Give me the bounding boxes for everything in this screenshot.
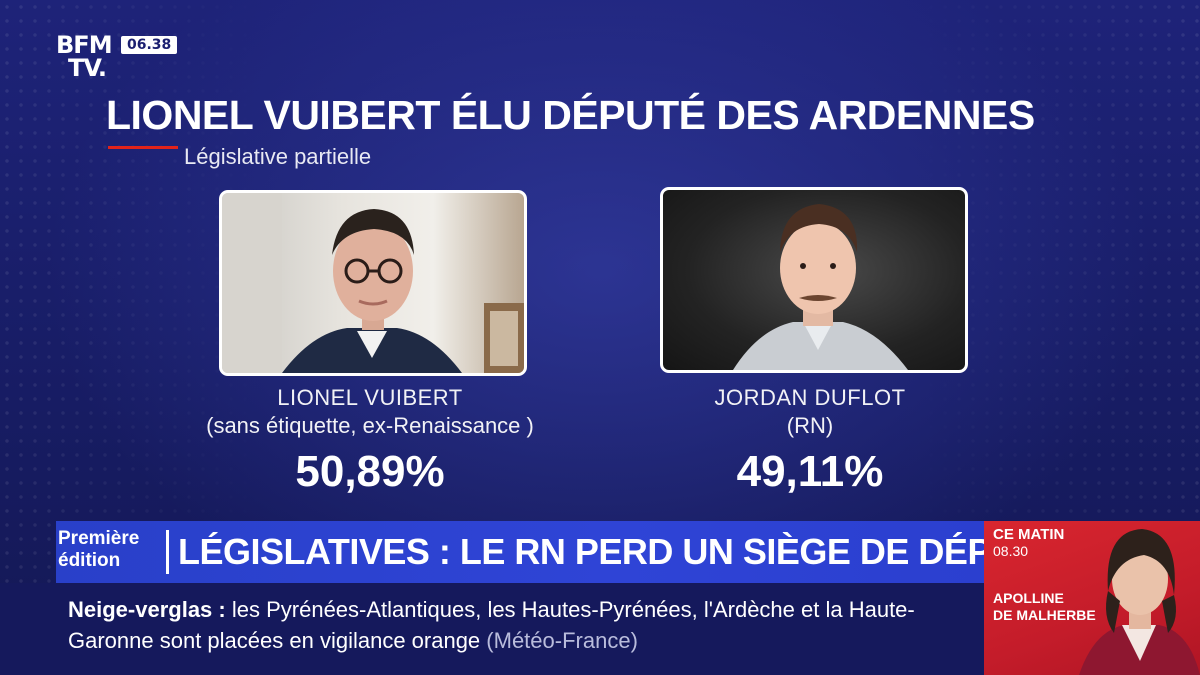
accent-line <box>108 146 178 149</box>
ticker-source: (Météo-France) <box>486 628 638 653</box>
candidate-photo-vuibert <box>219 190 527 376</box>
candidate-party: (RN) <box>786 413 834 438</box>
logo-line1: BFM <box>56 31 113 59</box>
candidate-name: LIONEL VUIBERT <box>277 385 463 410</box>
ticker-separator: : <box>212 597 232 622</box>
band-title: LÉGISLATIVES : LE RN PERD UN SIÈGE DE DÉ… <box>178 531 1062 572</box>
candidate-duflot: JORDAN DUFLOT (RN) 49,11% <box>610 385 1010 497</box>
candidate-percent: 50,89% <box>295 447 445 496</box>
promo-time: 08.30 <box>993 543 1029 559</box>
headline: LIONEL VUIBERT ÉLU DÉPUTÉ DES ARDENNES <box>106 92 1035 138</box>
candidate-party: (sans étiquette, ex-Renaissance ) <box>206 413 534 438</box>
edition-line2: édition <box>58 550 121 571</box>
channel-logo: BFM TV. <box>56 31 116 82</box>
candidate-photo-duflot <box>660 187 968 373</box>
edition-line1: Première <box>58 528 140 549</box>
ticker-text: Neige-verglas : les Pyrénées-Atlantiques… <box>68 594 973 656</box>
candidate-name: JORDAN DUFLOT <box>714 385 906 410</box>
clock: 06.38 <box>121 36 178 54</box>
ticker-key: Neige-verglas <box>68 597 213 622</box>
news-ticker <box>0 583 984 675</box>
band-separator <box>166 530 169 574</box>
portrait-image <box>222 193 524 373</box>
presenter-image <box>1079 529 1200 675</box>
portrait-image <box>733 204 908 370</box>
ticker-body: les Pyrénées-Atlantiques, les Hautes-Pyr… <box>68 597 915 653</box>
subheadline: Législative partielle <box>184 144 372 169</box>
program-promo <box>984 521 1200 675</box>
promo-label: CE MATIN <box>993 526 1065 543</box>
candidate-percent: 49,11% <box>736 447 884 496</box>
candidate-vuibert: LIONEL VUIBERT (sans étiquette, ex-Renai… <box>160 385 580 497</box>
logo-line2: TV. <box>68 54 107 82</box>
news-band <box>56 521 984 583</box>
promo-name-line2: DE MALHERBE <box>993 607 1096 623</box>
promo-name-line1: APOLLINE <box>993 590 1064 606</box>
edition-tag: Première édition <box>58 528 162 578</box>
